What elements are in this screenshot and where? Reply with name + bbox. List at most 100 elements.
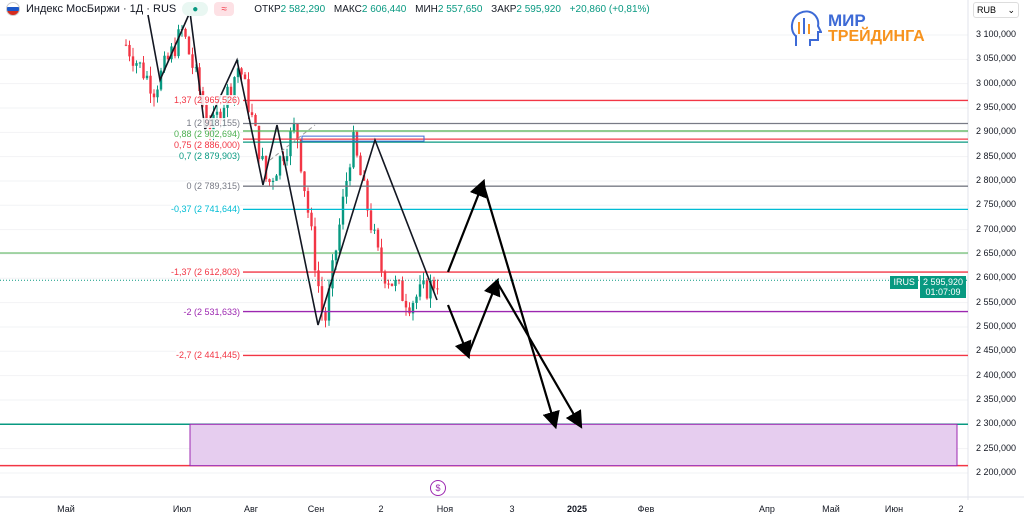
candle-body (128, 44, 131, 57)
candle-body (219, 111, 222, 121)
candle-body (345, 180, 348, 197)
candle-body (142, 62, 145, 79)
price-axis-label: 2 950,000 (976, 101, 1017, 112)
candle-body (369, 210, 373, 231)
candle-body (324, 312, 327, 321)
candle-body (243, 74, 247, 80)
candle-body (359, 155, 362, 176)
candle-body (317, 270, 320, 287)
price-axis-label: 3 050,000 (976, 53, 1017, 64)
dividend-icon[interactable]: $ (430, 480, 446, 496)
fib-level-label: -1,37 (2 612,803) (170, 267, 240, 278)
time-axis-label: 2025 (566, 504, 588, 514)
candle-body (334, 250, 338, 261)
candle-body (432, 280, 436, 289)
candle-body (191, 54, 194, 68)
candle-body (303, 171, 306, 192)
price-axis-label: 2 850,000 (976, 150, 1017, 161)
candle-body (152, 93, 156, 98)
time-axis-label: Сен (307, 504, 325, 514)
fib-level-label: -2,7 (2 441,445) (175, 350, 240, 361)
candle-body (187, 36, 191, 55)
candle-body (418, 284, 422, 297)
candle-body (373, 229, 376, 231)
candle-body (208, 122, 212, 135)
price-axis-label: 2 900,000 (976, 126, 1017, 137)
price-axis-label: 2 650,000 (976, 247, 1017, 258)
candle-body (425, 280, 429, 299)
forecast-arrow (496, 281, 583, 429)
candle-body (138, 62, 142, 64)
time-axis-label: Май (57, 504, 75, 514)
price-axis-label: 2 200,000 (976, 466, 1017, 477)
zigzag-line (147, 9, 438, 326)
candle-body (271, 180, 275, 183)
price-axis-label: 2 450,000 (976, 345, 1017, 356)
symbol-title[interactable]: Индекс МосБиржи · 1Д · RUS (26, 3, 177, 15)
time-axis-label: 3 (509, 504, 515, 514)
price-axis-label: 2 250,000 (976, 442, 1017, 453)
fib-level-label: 0 (2 789,315) (186, 181, 240, 192)
time-axis-label: Июл (172, 504, 192, 514)
price-axis-label: 2 800,000 (976, 174, 1017, 185)
candle-body (422, 280, 425, 285)
candle-body (310, 212, 313, 227)
fib-level-label: 0,7 (2 879,903) (178, 151, 240, 162)
candle-body (404, 300, 408, 308)
candle-body (198, 67, 201, 92)
trend-dashed-line (269, 124, 316, 161)
time-axis-label: Авг (243, 504, 259, 514)
candle-body (135, 63, 138, 66)
candle-body (320, 286, 324, 313)
fib-level-label: -0,37 (2 741,644) (170, 204, 240, 215)
price-axis-label: 3 000,000 (976, 77, 1017, 88)
time-axis-label: 2 (958, 504, 964, 514)
time-axis-label: Ноя (436, 504, 454, 514)
candle-body (124, 44, 128, 46)
candle-body (380, 247, 383, 272)
candle-body (177, 29, 180, 57)
candle-body (408, 307, 411, 314)
last-price: 2 595,920 (922, 277, 963, 287)
candle-body (313, 226, 317, 271)
candle-body (366, 180, 369, 211)
candle-body (250, 112, 254, 115)
candle-body (205, 104, 208, 123)
indicator-toggle-icon[interactable]: ≈ (214, 2, 235, 16)
candle-body (229, 86, 233, 97)
forecast-arrow (481, 182, 560, 430)
candle-body (348, 167, 352, 181)
candle-body (415, 296, 418, 303)
candle-body (215, 111, 219, 115)
symbol-tag: IRUS (890, 276, 918, 289)
fib-level-label: 0,75 (2 886,000) (173, 140, 240, 151)
bar-countdown: 01:07:09 (925, 287, 961, 297)
market-status-icon[interactable]: ● (182, 2, 209, 16)
candle-body (236, 68, 240, 78)
price-axis-label: 2 350,000 (976, 393, 1017, 404)
candle-body (292, 123, 296, 131)
candle-body (390, 283, 394, 286)
candle-body (411, 302, 415, 314)
candle-body (338, 224, 341, 251)
forecast-arrow (446, 304, 472, 360)
candle-body (261, 155, 264, 160)
candle-body (341, 196, 345, 225)
time-axis-label: Апр (759, 504, 775, 514)
price-axis-label: 2 700,000 (976, 223, 1017, 234)
fib-level-label: 0,88 (2 902,694) (173, 129, 240, 140)
forecast-arrow (466, 277, 501, 356)
candle-body (387, 283, 390, 285)
candle-body (327, 288, 331, 321)
candle-body (275, 175, 278, 181)
candle-body (401, 280, 404, 301)
range-box (301, 135, 425, 142)
currency-select[interactable]: RUB ⌄ (973, 2, 1019, 18)
candle-body (163, 55, 166, 71)
price-axis-label: 2 550,000 (976, 296, 1017, 307)
candle-body (156, 89, 159, 98)
head-candles-logo-icon (790, 10, 822, 46)
price-axis-label: 3 100,000 (976, 29, 1017, 39)
candle-body (233, 77, 236, 97)
